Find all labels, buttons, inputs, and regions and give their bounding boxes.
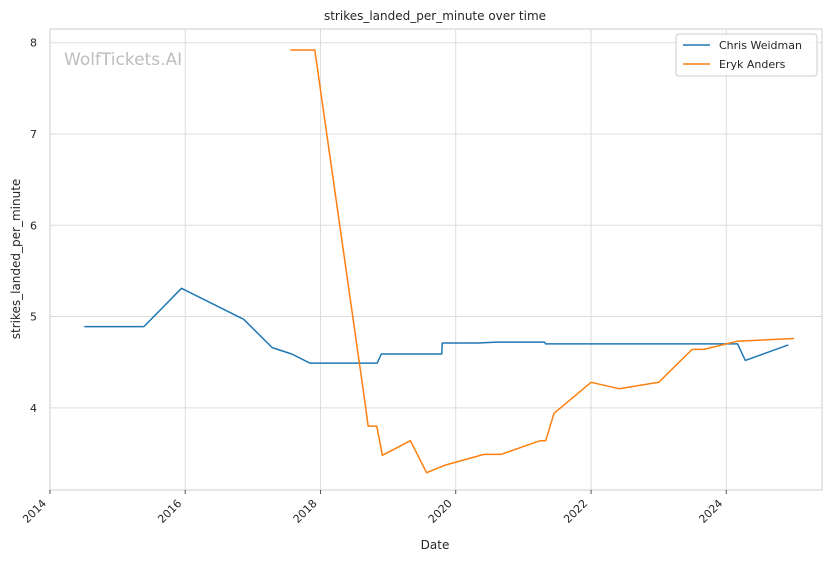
x-tick-label: 2024: [696, 497, 725, 526]
x-tick-label: 2022: [561, 497, 590, 526]
x-tick-label: 2020: [426, 497, 455, 526]
plot-frame: [49, 28, 823, 491]
y-tick-label: 8: [30, 37, 37, 50]
legend-box: [675, 33, 818, 77]
series-line-1: [290, 49, 795, 474]
x-tick-label: 2018: [291, 497, 320, 526]
y-tick-label: 7: [30, 128, 37, 141]
x-tick-label: 2016: [155, 497, 184, 526]
watermark: WolfTickets.AI: [64, 50, 182, 70]
y-tick-label: 6: [30, 219, 37, 232]
grid: [49, 29, 822, 490]
y-axis-title: strikes_landed_per_minute: [9, 179, 23, 340]
legend: Chris Weidman Eryk Anders: [675, 33, 818, 77]
legend-label: Chris Weidman: [719, 39, 802, 52]
series-layer: [84, 49, 795, 474]
legend-label: Eryk Anders: [719, 58, 786, 71]
x-tick-label: 2014: [20, 497, 49, 526]
y-axis-ticks: 4 5 6 7 8: [30, 37, 37, 415]
series-line-0: [84, 287, 789, 364]
x-axis-ticks: 2014 2016 2018 2020 2022 2024: [20, 490, 727, 526]
chart-title: strikes_landed_per_minute over time: [324, 9, 546, 23]
y-tick-label: 4: [30, 402, 37, 415]
y-tick-label: 5: [30, 311, 37, 324]
x-axis-title: Date: [421, 538, 450, 552]
